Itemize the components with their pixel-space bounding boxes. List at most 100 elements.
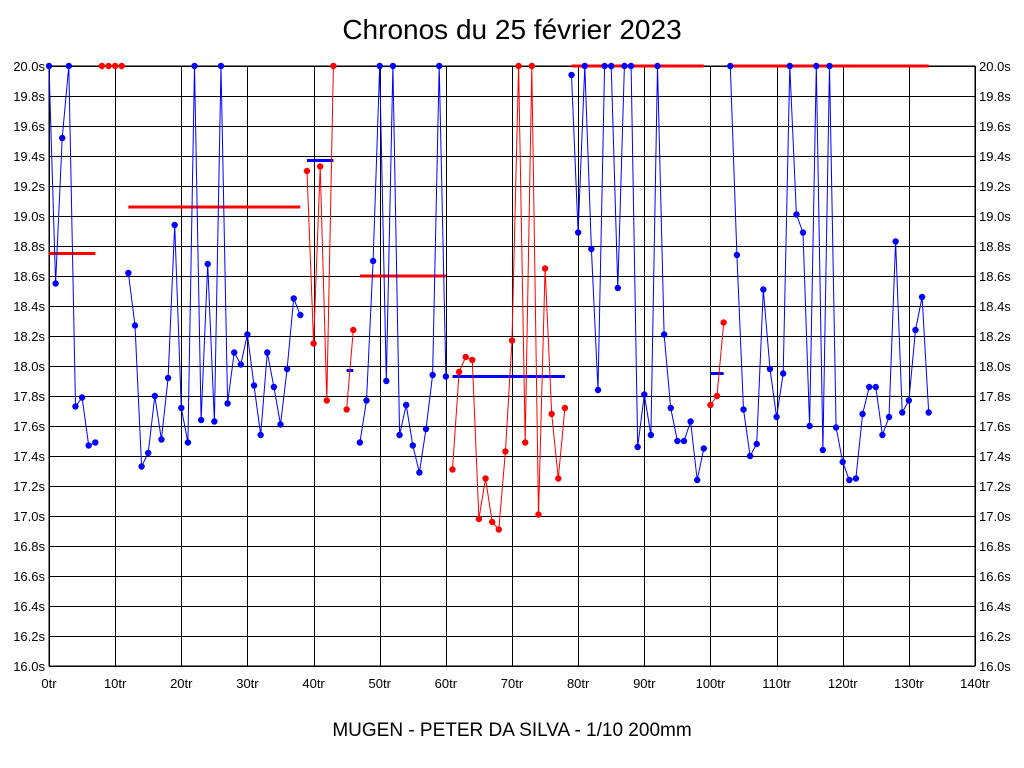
data-point [594,386,602,394]
y-tick-label-right: 16.4s [979,599,1011,614]
data-point [700,445,708,452]
y-tick-label-left: 16.4s [13,599,45,614]
data-point [118,62,125,70]
data-point [303,167,311,175]
data-point [290,295,297,302]
data-point [178,404,185,412]
x-tick-label: 70tr [501,676,524,691]
data-point [65,62,73,70]
x-tick-label: 90tr [633,676,656,691]
data-point [45,62,53,70]
data-point [151,392,159,400]
y-tick-label-right: 20.0s [979,59,1011,74]
data-point [859,410,866,418]
data-point [257,431,264,439]
data-point [614,284,622,292]
data-point [442,373,450,380]
y-tick-label-right: 19.8s [979,89,1011,104]
series-line [729,65,930,481]
y-tick-label-left: 17.6s [13,419,45,434]
y-tick-label-left: 18.8s [13,239,45,254]
y-tick-label-right: 19.4s [979,149,1011,164]
plot-frame [48,65,976,667]
data-point [667,404,674,412]
data-point [680,437,688,445]
y-tick-label-left: 17.2s [13,479,45,494]
y-tick-label-left: 16.2s [13,629,45,644]
data-point [402,401,410,409]
data-point [145,449,152,457]
data-point [879,431,886,439]
y-tick-label-right: 17.6s [979,419,1011,434]
data-point [899,409,906,416]
data-point [204,260,211,268]
chart-title: Chronos du 25 février 2023 [342,14,682,45]
data-point [224,400,231,407]
data-point [627,62,635,70]
data-point [469,356,476,364]
data-point [740,406,747,413]
data-point [389,62,397,70]
data-point [105,62,112,70]
data-point [581,62,588,70]
x-tick-label: 0tr [41,676,57,691]
x-tick-label: 120tr [828,676,858,691]
data-point [694,476,701,484]
data-point [621,62,628,70]
y-tick-label-right: 16.2s [979,629,1011,644]
data-point [515,62,522,70]
data-point [211,418,218,425]
x-tick-label: 40tr [302,676,325,691]
y-tick-label-right: 17.2s [979,479,1011,494]
data-point [826,62,833,70]
data-point [608,62,615,70]
data-point [561,404,569,412]
data-point [846,476,853,484]
series-line [306,65,334,401]
data-point [171,221,178,229]
data-point [799,229,807,236]
data-point [59,134,66,142]
data-point [422,425,430,433]
data-point [277,421,284,428]
data-point [528,62,536,70]
data-point [455,368,463,376]
data-point [164,374,172,382]
data-point [813,62,820,70]
y-tick-label-right: 16.6s [979,569,1011,584]
data-point [819,446,827,454]
data-point [660,331,668,338]
grid-lines [49,66,976,667]
data-point [568,71,575,79]
y-tick-label-right: 19.6s [979,119,1011,134]
series-line [346,329,354,410]
data-point [647,431,655,439]
data-point [369,257,377,265]
data-point [158,436,165,443]
data-point [475,515,483,523]
data-point [555,475,562,482]
x-tick-label: 100tr [696,676,726,691]
data-point [707,401,714,409]
data-point [409,442,416,449]
data-point [482,475,489,482]
y-tick-label-left: 17.4s [13,449,45,464]
data-point [766,365,774,373]
data-point [138,463,145,470]
y-tick-label-left: 19.2s [13,179,45,194]
data-point [674,437,681,445]
y-tick-label-right: 16.0s [979,659,1011,674]
data-point [197,416,205,424]
data-point [786,62,793,70]
data-point [191,62,198,70]
data-point [237,361,245,368]
data-point [502,448,509,455]
y-tick-label-left: 16.8s [13,539,45,554]
data-point [376,62,383,70]
data-point [125,269,132,277]
data-point [872,383,879,391]
data-point [548,410,555,418]
data-point [429,371,436,379]
data-point [264,349,271,356]
y-tick-label-left: 19.4s [13,149,45,164]
